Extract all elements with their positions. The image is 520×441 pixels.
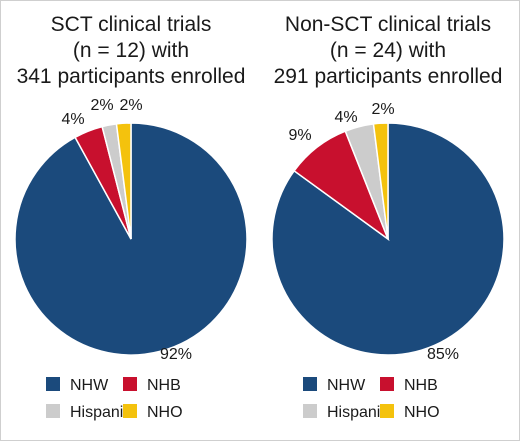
chart-title-line: 341 participants enrolled <box>17 65 246 88</box>
data-label: 4% <box>61 111 84 128</box>
legend-swatch <box>123 404 137 418</box>
legend-swatch <box>123 377 137 391</box>
legend-swatch <box>303 404 317 418</box>
legend-swatch <box>380 404 394 418</box>
data-label: 2% <box>119 97 142 114</box>
pie-chart-1: SCT clinical trials (n = 12) with 341 part… <box>14 13 248 421</box>
data-label: 9% <box>288 127 311 144</box>
legend-swatch <box>46 404 60 418</box>
legend-label: NHB <box>404 377 438 394</box>
legend-swatch <box>303 377 317 391</box>
legend-swatch <box>380 377 394 391</box>
legend-label: Hispanic <box>70 404 131 421</box>
data-label: 92% <box>160 346 192 363</box>
legend-label: Hispanic <box>327 404 388 421</box>
legend-label: NHB <box>147 377 181 394</box>
data-label: 4% <box>334 109 357 126</box>
legend-label: NHW <box>70 377 109 394</box>
data-label: 85% <box>427 346 459 363</box>
chart-title-line: (n = 24) with <box>330 39 446 62</box>
pie-slice-nho <box>115 122 132 240</box>
chart-title-line: Non-SCT clinical trials <box>285 13 491 36</box>
chart-title-line: SCT clinical trials <box>51 13 212 36</box>
chart-title-line: (n = 12) with <box>73 39 189 62</box>
legend-label: NHO <box>147 404 183 421</box>
pie-slice-nho <box>372 122 389 240</box>
pie-chart-2: Non-SCT clinical trials (n = 24) with 291 … <box>271 13 505 421</box>
data-label: 2% <box>371 101 394 118</box>
data-label: 2% <box>90 97 113 114</box>
legend-label: NHW <box>327 377 366 394</box>
legend-swatch <box>46 377 60 391</box>
chart-title-line: 291 participants enrolled <box>274 65 503 88</box>
legend-label: NHO <box>404 404 440 421</box>
